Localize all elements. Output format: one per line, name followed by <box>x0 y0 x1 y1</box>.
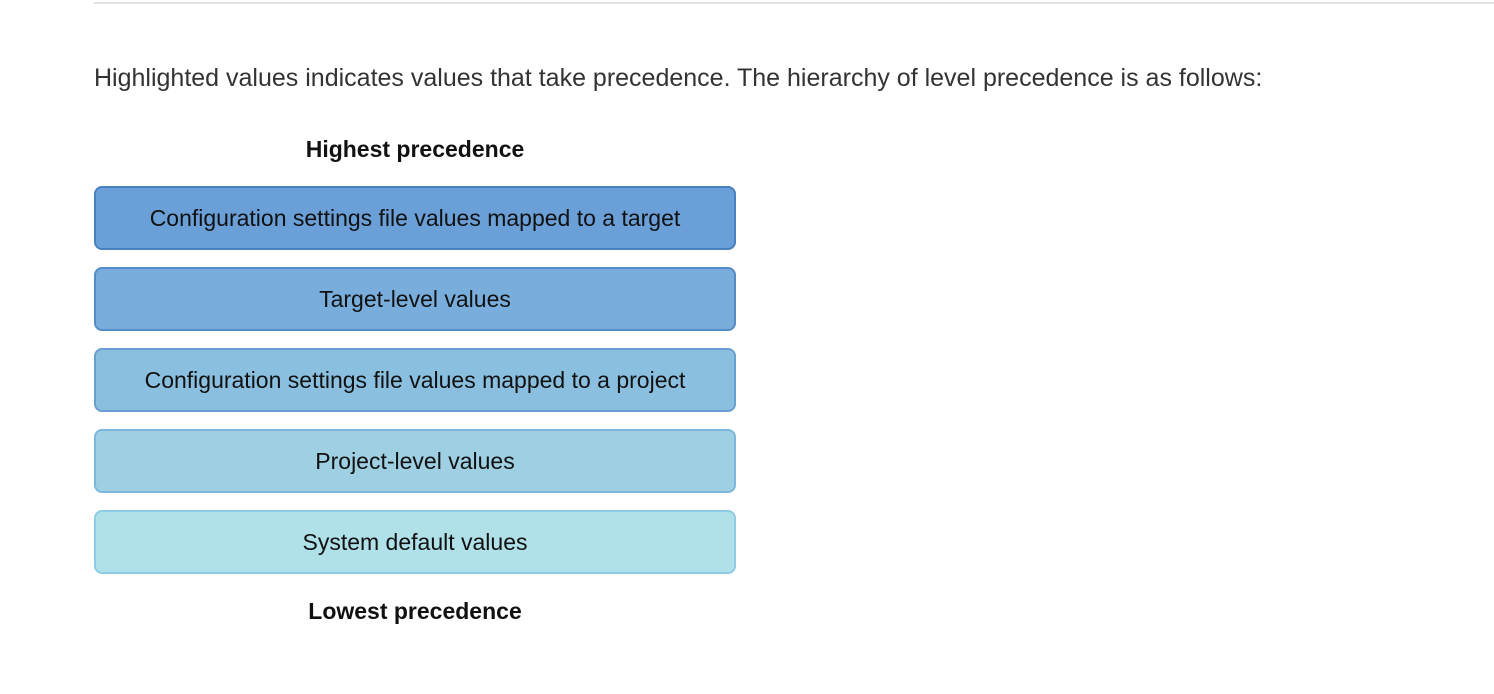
level-box: Project-level values <box>94 429 736 493</box>
intro-text: Highlighted values indicates values that… <box>94 64 1263 92</box>
bottom-label: Lowest precedence <box>308 598 522 624</box>
top-label: Highest precedence <box>305 136 525 162</box>
level-box: Configuration settings file values mappe… <box>94 348 736 412</box>
level-box: Configuration settings file values mappe… <box>94 186 736 250</box>
divider <box>94 2 1494 4</box>
level-box: System default values <box>94 510 736 574</box>
level-box: Target-level values <box>94 267 736 331</box>
